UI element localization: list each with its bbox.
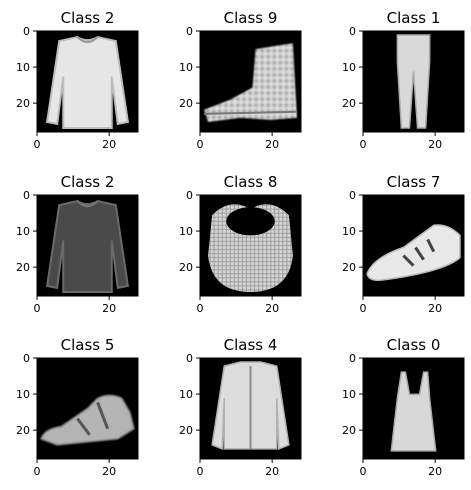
panel-6: Class 7 0 20 0 10 20	[342, 173, 465, 315]
panel-9: Class 0 0 20 0 10 20	[342, 336, 465, 478]
x-tick-label: 0	[34, 138, 41, 151]
y-tick-label: 20	[342, 424, 356, 437]
panel-1: Class 2 0 20 0 10 20	[16, 9, 139, 151]
y-tick-label: 10	[16, 61, 30, 74]
sneaker-stripes	[402, 238, 436, 267]
y-tick-label: 20	[179, 424, 193, 437]
image-content	[40, 394, 135, 446]
image-content	[390, 371, 437, 452]
panel-2: Class 9 0 20 0 10 20	[179, 9, 302, 151]
y-tick-label: 0	[186, 25, 193, 38]
panel-title: Class 1	[387, 9, 441, 27]
x-tick-label: 20	[102, 302, 116, 315]
x-tick-label: 0	[34, 465, 41, 478]
panel-title: Class 7	[387, 173, 441, 191]
y-tick-label: 10	[179, 61, 193, 74]
y-tick-label: 10	[16, 225, 30, 238]
bag-handle-hole	[226, 207, 275, 236]
panel-title: Class 2	[61, 173, 115, 191]
y-tick-label: 0	[186, 189, 193, 202]
x-tick-label: 0	[360, 302, 367, 315]
y-tick-label: 20	[342, 97, 356, 110]
x-tick-label: 0	[360, 138, 367, 151]
x-tick-label: 20	[428, 138, 442, 151]
x-tick-label: 20	[265, 138, 279, 151]
x-tick-label: 20	[428, 302, 442, 315]
sandal-shape	[40, 394, 135, 446]
x-tick-label: 20	[428, 465, 442, 478]
x-tick-label: 20	[265, 465, 279, 478]
y-tick-label: 20	[16, 424, 30, 437]
y-tick-label: 0	[349, 189, 356, 202]
image-content	[204, 43, 297, 122]
panel-title: Class 8	[224, 173, 278, 191]
x-tick-label: 0	[360, 465, 367, 478]
image-content	[211, 361, 290, 451]
y-tick-label: 0	[349, 352, 356, 365]
y-tick-label: 0	[23, 189, 30, 202]
image-frame	[362, 30, 465, 133]
x-tick-label: 20	[102, 465, 116, 478]
image-frame	[36, 357, 139, 460]
y-tick-label: 10	[342, 225, 356, 238]
image-frame	[199, 30, 302, 133]
y-tick-label: 10	[179, 388, 193, 401]
y-tick-label: 0	[23, 352, 30, 365]
panel-4: Class 2 0 20 0 10 20	[16, 173, 139, 315]
panel-7: Class 5 0 20 0 10 20	[16, 336, 139, 478]
image-frame	[199, 357, 302, 460]
trousers-shape	[396, 34, 431, 129]
image-content	[366, 224, 461, 281]
image-frame	[199, 194, 302, 297]
x-tick-label: 0	[197, 138, 204, 151]
image-content	[45, 199, 130, 293]
panel-3: Class 1 0 20 0 10 20	[342, 9, 465, 151]
y-tick-label: 20	[16, 261, 30, 274]
x-tick-label: 0	[197, 465, 204, 478]
image-content	[208, 204, 293, 292]
y-tick-label: 10	[179, 225, 193, 238]
y-tick-label: 10	[16, 388, 30, 401]
collar-shape	[76, 200, 99, 208]
panel-title: Class 2	[61, 9, 115, 27]
panel-5: Class 8 0 20 0 10 20	[179, 173, 302, 315]
panel-title: Class 5	[61, 336, 115, 354]
x-tick-label: 20	[102, 138, 116, 151]
x-tick-label: 20	[265, 302, 279, 315]
tank-top-shape	[390, 371, 437, 452]
image-frame	[362, 357, 465, 460]
y-tick-label: 20	[179, 97, 193, 110]
y-tick-label: 0	[23, 25, 30, 38]
y-tick-label: 20	[179, 261, 193, 274]
panel-title: Class 9	[224, 9, 278, 27]
panel-title: Class 4	[224, 336, 278, 354]
panel-title: Class 0	[387, 336, 441, 354]
y-tick-label: 10	[342, 61, 356, 74]
image-frame	[36, 194, 139, 297]
collar-shape	[76, 36, 99, 44]
x-tick-label: 0	[34, 302, 41, 315]
x-tick-label: 0	[197, 302, 204, 315]
image-frame	[36, 30, 139, 133]
y-tick-label: 0	[186, 352, 193, 365]
y-tick-label: 10	[342, 388, 356, 401]
y-tick-label: 20	[342, 261, 356, 274]
garment-shape	[45, 35, 130, 129]
image-frame	[362, 194, 465, 297]
image-content	[45, 35, 130, 129]
sneaker-shape	[366, 224, 461, 281]
y-tick-label: 20	[16, 97, 30, 110]
image-content	[396, 34, 431, 129]
garment-shape	[45, 199, 130, 293]
sole-line	[204, 110, 297, 115]
boot-shape	[204, 43, 297, 122]
y-tick-label: 0	[349, 25, 356, 38]
sandal-straps	[76, 401, 110, 436]
